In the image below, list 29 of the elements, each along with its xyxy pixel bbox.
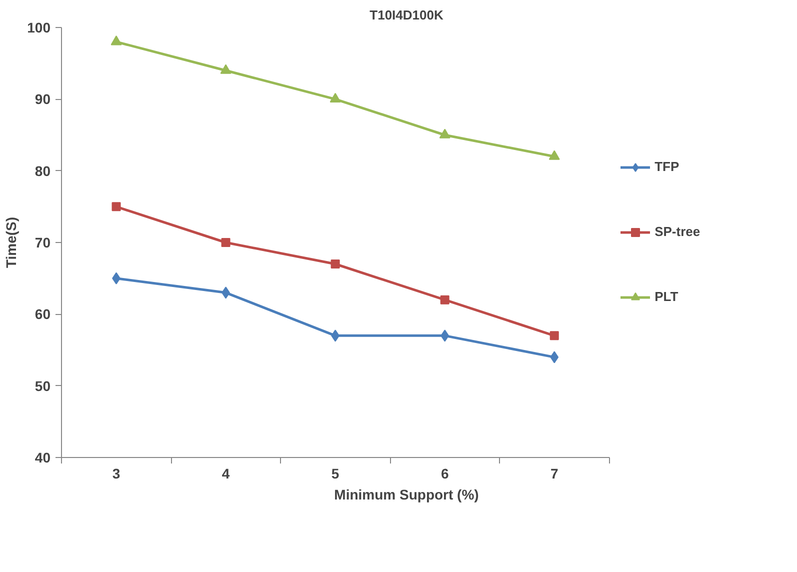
legend-label: SP-tree (654, 224, 700, 239)
x-tick-label: 4 (222, 466, 230, 482)
point (330, 92, 341, 103)
point (550, 351, 559, 364)
point (330, 260, 340, 268)
x-tick-label: 7 (550, 466, 558, 482)
y-tick-label: 40 (34, 450, 51, 466)
x-tick-label: 6 (440, 466, 449, 482)
y-tick-label: 50 (34, 378, 51, 394)
y-tick-label: 70 (34, 234, 51, 250)
point (550, 331, 559, 340)
point (440, 295, 450, 304)
y-tick-label: 60 (34, 306, 51, 322)
legend-label: PLT (654, 289, 678, 304)
x-axis-title: Minimum Support (%) (334, 486, 479, 502)
point (548, 150, 560, 160)
x-tick-label: 3 (112, 466, 120, 482)
y-tick-label: 80 (34, 162, 51, 179)
point (220, 64, 232, 74)
point (112, 202, 121, 212)
point (221, 238, 230, 247)
legend-label: TFP (654, 159, 680, 174)
x-tick-label: 5 (331, 466, 340, 482)
point (439, 128, 450, 138)
y-tick-label: 90 (34, 91, 51, 108)
point (110, 36, 122, 46)
y-tick-label: 100 (27, 20, 51, 36)
y-axis-title: Time(S) (3, 216, 20, 268)
chart-title: T10I4D100K (370, 8, 444, 22)
